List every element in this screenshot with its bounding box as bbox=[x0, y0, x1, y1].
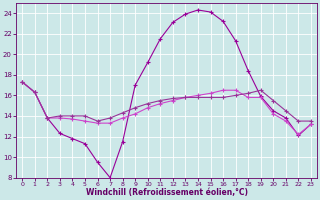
X-axis label: Windchill (Refroidissement éolien,°C): Windchill (Refroidissement éolien,°C) bbox=[85, 188, 248, 197]
